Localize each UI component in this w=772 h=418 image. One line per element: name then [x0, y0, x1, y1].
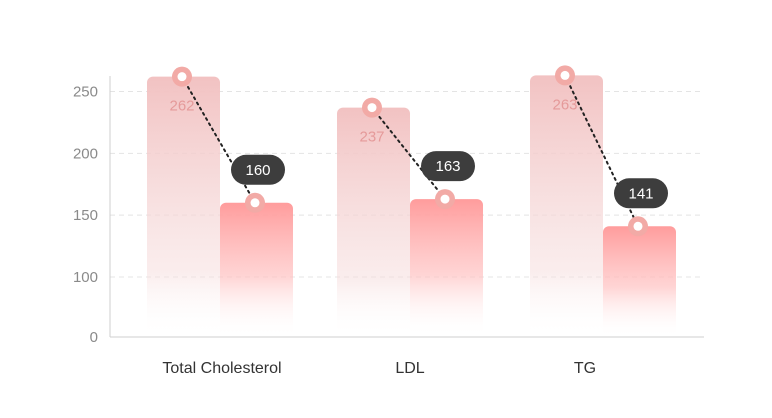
y-tick-label-0: 0 — [90, 329, 98, 346]
x-axis: Total Cholesterol LDL TG — [110, 336, 704, 377]
after-callout-1 — [421, 151, 475, 182]
bar-before-2 — [530, 75, 603, 337]
after-value-label-0: 160 — [245, 162, 270, 179]
marker-before-center-0 — [177, 72, 187, 82]
marker-after-center-1 — [440, 194, 450, 204]
y-tick-label-150: 150 — [73, 207, 98, 224]
x-category-label-0: Total Cholesterol — [162, 360, 281, 377]
y-tick-label-250: 250 — [73, 84, 98, 101]
bar-after-2 — [603, 226, 676, 337]
y-tick-label-200: 200 — [73, 145, 98, 162]
x-category-label-1: LDL — [395, 360, 424, 377]
marker-after-center-2 — [633, 221, 643, 231]
y-axis: 0 100 150 200 250 — [73, 76, 111, 346]
before-value-label-1: 237 — [359, 129, 384, 146]
bar-after-1 — [410, 199, 483, 337]
bar-before-0 — [147, 76, 220, 337]
before-value-label-2: 263 — [552, 96, 577, 113]
after-callout-0 — [231, 154, 285, 185]
marker-before-center-2 — [560, 70, 570, 80]
bar-after-0 — [220, 202, 293, 337]
after-value-label-2: 141 — [628, 185, 653, 202]
bars — [147, 75, 676, 338]
connector-1 — [371, 106, 446, 201]
after-value-label-1: 163 — [435, 158, 460, 175]
value-labels: 262 160 237 163 263 141 — [169, 96, 668, 209]
y-tick-label-100: 100 — [73, 269, 98, 286]
after-callout-2 — [614, 178, 668, 209]
bar-before-1 — [337, 107, 410, 338]
markers — [172, 65, 648, 237]
before-value-label-0: 262 — [169, 98, 194, 115]
marker-after-center-0 — [250, 198, 260, 208]
marker-before-center-1 — [367, 103, 377, 113]
x-category-label-2: TG — [574, 360, 596, 377]
